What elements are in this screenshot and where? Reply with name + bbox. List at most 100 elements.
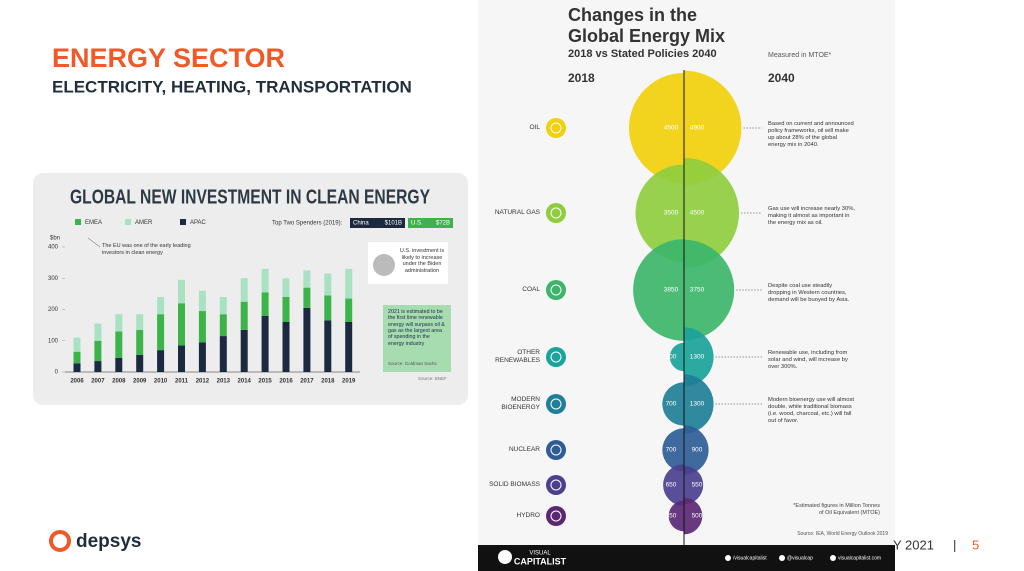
chart-title: GLOBAL NEW INVESTMENT IN CLEAN ENERGY — [70, 186, 431, 208]
bar-segment — [136, 329, 144, 355]
bubble-half — [684, 425, 709, 475]
footer-separator: | — [953, 537, 956, 552]
bubble-half — [684, 70, 742, 186]
bubble-half — [662, 428, 684, 472]
category-icon-inner — [550, 284, 562, 296]
category-label: OIL — [529, 124, 540, 132]
bar-segment — [261, 268, 269, 293]
social-handle: visualcapitalist.com — [838, 555, 881, 561]
bar-segment — [345, 268, 353, 299]
bar-segment — [219, 314, 227, 337]
slide-title: ENERGY SECTOR — [52, 43, 285, 73]
bar-segment — [240, 301, 248, 330]
annotation-portrait — [373, 254, 395, 276]
category-icon-inner — [550, 207, 562, 219]
brand: VISUAL — [529, 551, 551, 557]
social-handle: /visualcapitalist — [733, 555, 767, 561]
category-icon-inner — [550, 122, 562, 134]
legend-swatch — [180, 219, 186, 225]
x-tick-label: 2012 — [196, 379, 210, 385]
bubble-half — [684, 157, 740, 269]
bubble-half — [662, 382, 684, 426]
x-tick-label: 2014 — [238, 379, 252, 385]
value-label: 1300 — [690, 401, 705, 408]
category-icon — [546, 440, 566, 460]
bar-segment — [115, 357, 123, 372]
value-label: 4900 — [690, 125, 705, 132]
bar-segment — [94, 340, 102, 362]
note: Despite coal use steadily dropping in We… — [768, 283, 850, 303]
bubble-half — [663, 464, 684, 506]
bubble-half — [684, 327, 714, 387]
category-icon — [546, 506, 566, 526]
social-icon — [725, 555, 731, 561]
chart-title: Changes in the Global Energy Mix — [568, 5, 726, 46]
y-tick-label: 400 — [48, 245, 59, 251]
footer-bar — [478, 545, 895, 571]
category-label: NUCLEAR — [508, 446, 540, 454]
note: Based on current and announced policy fr… — [768, 121, 854, 148]
x-tick-label: 2011 — [175, 379, 189, 385]
value-label: 700 — [666, 447, 677, 454]
page-number: 5 — [972, 537, 979, 552]
category-icon-inner — [550, 479, 562, 491]
value-label: 650 — [666, 482, 677, 489]
bar-segment — [324, 273, 332, 296]
value-label: 4500 — [664, 125, 679, 132]
x-tick-label: 2016 — [279, 379, 293, 385]
bubble-half — [684, 239, 735, 341]
x-tick-label: 2009 — [133, 379, 147, 385]
bubble-half — [628, 72, 684, 184]
bar-segment — [136, 354, 144, 372]
spender-name: China — [353, 221, 369, 227]
bar-segment — [219, 297, 227, 315]
column-header: 2040 — [768, 71, 795, 85]
legend-label: AMER — [135, 220, 153, 226]
category-icon — [546, 475, 566, 495]
y-axis-label: $bn — [50, 236, 60, 242]
chart-source: Source: BNEF — [418, 376, 447, 381]
legend-swatch — [75, 219, 81, 225]
value-label: 3850 — [664, 287, 679, 294]
logo-text: depsys — [76, 531, 141, 552]
x-tick-label: 2006 — [70, 379, 84, 385]
note: Renewable use, including from solar and … — [768, 350, 848, 370]
x-tick-label: 2015 — [258, 379, 272, 385]
bar-segment — [157, 297, 165, 315]
bar-segment — [94, 361, 102, 372]
value-label: 900 — [692, 447, 703, 454]
spender-box — [408, 218, 453, 228]
value-label: 3750 — [690, 287, 705, 294]
category-icon-inner — [550, 444, 562, 456]
social-icon — [779, 555, 785, 561]
annotation-source: Source: Goldman Sachs — [388, 361, 437, 366]
column-header: 2018 — [568, 71, 595, 85]
bar-segment — [303, 270, 311, 288]
value-label: 4500 — [690, 210, 705, 217]
category-icon — [546, 347, 566, 367]
category-icon-inner — [550, 351, 562, 363]
spender-amount: $101B — [385, 221, 402, 227]
spender-box — [350, 218, 405, 228]
bar-segment — [115, 331, 123, 358]
bar-segment — [282, 278, 290, 297]
annotation: U.S. investment is likely to increase un… — [399, 248, 445, 274]
annotation-box — [383, 305, 451, 372]
bar-segment — [115, 314, 123, 332]
brand: CAPITALIST — [514, 556, 567, 566]
y-tick-label: 200 — [48, 307, 59, 313]
bar-segment — [157, 314, 165, 351]
annotation: 2021 is estimated to be the first time r… — [388, 309, 445, 347]
bar-segment — [73, 363, 81, 372]
value-label: 500 — [692, 513, 703, 520]
bar-segment — [94, 323, 102, 341]
bubble-half — [684, 374, 714, 434]
legend-label: APAC — [190, 220, 207, 226]
bubble-half — [684, 497, 703, 535]
bar-segment — [282, 297, 290, 322]
logo-icon — [49, 530, 71, 552]
note: Gas use will increase nearly 30%, making… — [768, 206, 855, 226]
category-label: MODERN BIOENERGY — [501, 396, 540, 411]
bar-segment — [73, 351, 81, 364]
